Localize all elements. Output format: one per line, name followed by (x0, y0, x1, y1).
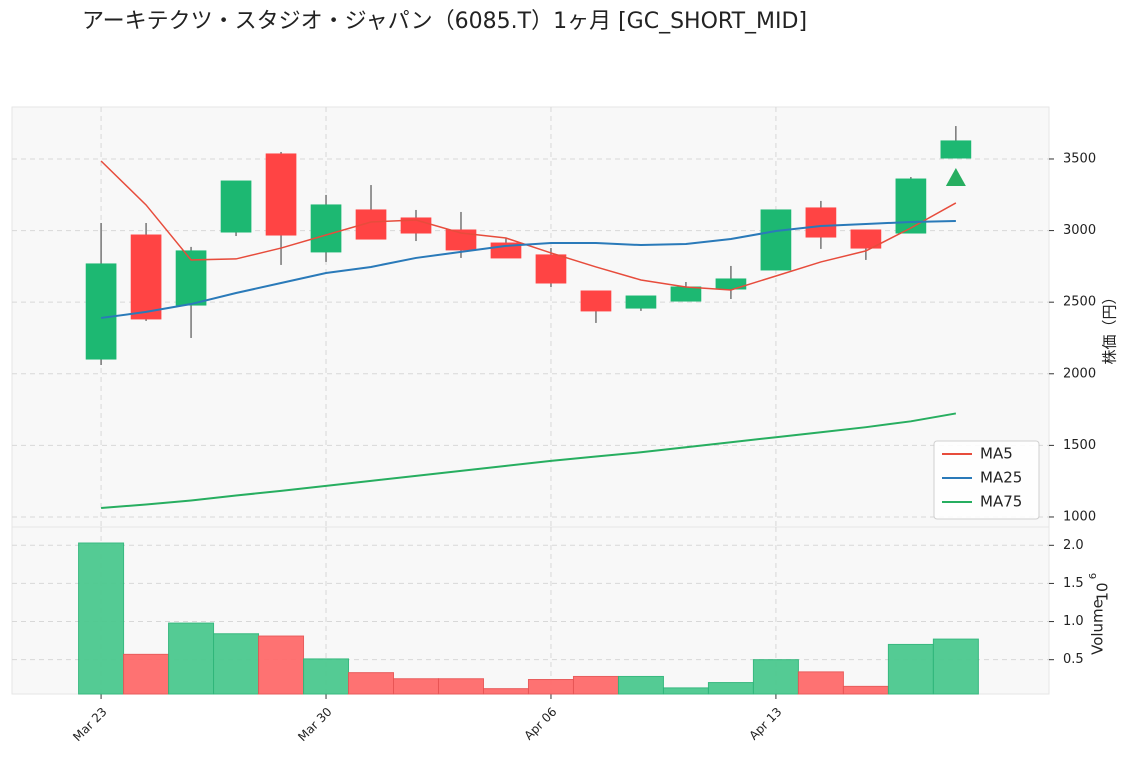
volume-bar (662, 687, 709, 695)
volume-bar (572, 675, 619, 695)
candle-body (625, 295, 657, 309)
legend-label: MA5 (980, 445, 1013, 463)
volume-bar (437, 678, 484, 695)
volume-bar (887, 643, 934, 695)
y-tick-label: 2000 (1063, 366, 1096, 381)
y-tick-label: 1.0 (1063, 614, 1084, 629)
candle-body (445, 229, 477, 251)
volume-bar (482, 688, 529, 695)
volume-offset-base: 10 (1094, 582, 1112, 601)
signal-marker (945, 168, 966, 187)
chart-title: アーキテクツ・スタジオ・ジャパン（6085.T）1ヶ月 [GC_SHORT_MI… (82, 9, 807, 34)
x-tick-label: Mar 23 (70, 705, 109, 744)
candle-body (130, 234, 162, 320)
candle-body (895, 178, 927, 234)
candle-body (310, 204, 342, 253)
volume-bar (258, 635, 305, 695)
volume-bar (123, 653, 170, 695)
y-tick-label: 0.5 (1063, 652, 1084, 667)
y-tick-label: 3500 (1063, 151, 1096, 166)
volume-bar (527, 679, 574, 695)
candle-body (580, 290, 612, 312)
plot-background (11, 106, 1050, 695)
volume-bar (78, 542, 125, 695)
y-tick-label: 2.0 (1063, 538, 1084, 553)
ma-line (100, 219, 956, 319)
volume-bar (842, 685, 889, 695)
volume-offset-exponent: 6 (1088, 573, 1099, 579)
y-tick-label: 1.5 (1063, 576, 1084, 591)
y-tick-label: 2500 (1063, 295, 1096, 310)
x-tick-label: Apr 06 (521, 705, 559, 743)
candle-body (85, 263, 117, 360)
legend-label: MA25 (980, 469, 1022, 487)
volume-bar (617, 675, 664, 695)
candle-body (670, 286, 702, 302)
candle-body (220, 180, 252, 233)
y-tick-label: 1000 (1063, 509, 1096, 524)
candle-body (850, 229, 882, 249)
candle-body (805, 207, 837, 238)
candle-body (940, 140, 972, 159)
x-tick-label: Apr 13 (746, 705, 784, 743)
volume-bar (932, 638, 979, 695)
volume-bar (348, 672, 395, 695)
volume-bar (752, 659, 799, 695)
volume-bar (303, 658, 350, 695)
ma-line (100, 160, 957, 291)
candle-body (535, 254, 567, 284)
candle-body (715, 278, 747, 290)
x-tick-label: Mar 30 (295, 705, 334, 744)
volume-bar (797, 671, 844, 695)
legend-box (933, 440, 1040, 520)
candle-body (265, 153, 297, 236)
y-tick-label: 1500 (1063, 438, 1096, 453)
y-axis-label: 株価（円） (1101, 289, 1119, 364)
ma-line (101, 412, 957, 509)
volume-axis-label: Volume (1089, 599, 1107, 655)
volume-bar (393, 678, 439, 695)
volume-bar (707, 682, 754, 695)
candle-body (760, 209, 792, 271)
y-tick-label: 3000 (1063, 223, 1096, 238)
volume-bar (168, 622, 215, 695)
legend-label: MA75 (980, 493, 1022, 511)
volume-bar (213, 633, 260, 695)
